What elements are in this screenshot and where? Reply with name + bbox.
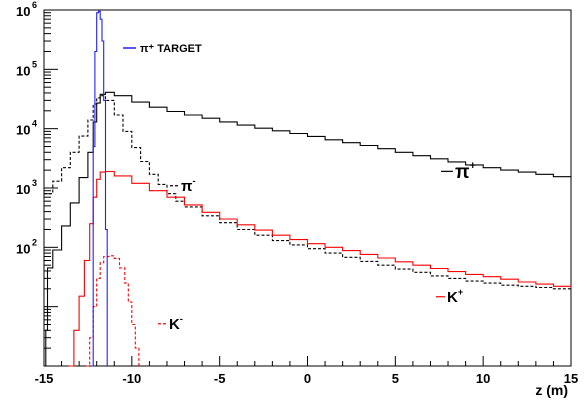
y-tick-exponent: 6	[32, 0, 37, 10]
series-label: K+	[447, 287, 463, 306]
x-axis-label: z (m)	[535, 382, 568, 398]
x-tick-label: 15	[564, 371, 578, 386]
y-tick-label: 10	[16, 63, 30, 78]
y-tick-label: 10	[16, 4, 30, 19]
y-tick-exponent: 2	[32, 237, 37, 247]
series-line	[68, 170, 572, 367]
series-line	[86, 255, 140, 367]
y-tick-label: 10	[16, 241, 30, 256]
y-tick-exponent: 3	[32, 178, 37, 188]
series-label: π+	[455, 160, 476, 183]
legend: π⁺ TARGET	[123, 43, 202, 55]
series-label-charge: +	[470, 160, 476, 172]
series-labels: π+π-K+K-	[158, 160, 476, 333]
x-tick-label: -5	[214, 371, 226, 386]
series-label: K-	[169, 314, 183, 333]
plot-area	[44, 10, 572, 367]
series-label-charge: +	[458, 287, 463, 297]
x-tick-label: 5	[392, 371, 399, 386]
y-tick-exponent: 5	[32, 59, 37, 69]
series-line	[44, 91, 572, 367]
y-tick-label: 10	[16, 123, 30, 138]
series-label-charge: -	[180, 314, 183, 324]
x-tick-label: 10	[476, 371, 490, 386]
x-tick-label: -10	[122, 371, 141, 386]
y-tick-exponent: 4	[32, 119, 37, 129]
y-tick-label: 10	[16, 182, 30, 197]
series-label-symbol: π	[455, 162, 470, 183]
series-line	[91, 10, 108, 367]
series-label-symbol: K	[169, 316, 180, 333]
series-line	[44, 95, 572, 291]
series-label-charge: -	[192, 176, 195, 186]
series-label-symbol: π	[181, 178, 193, 195]
series-label: π-	[181, 176, 195, 195]
series-label-symbol: K	[447, 289, 458, 306]
x-tick-label: -15	[35, 371, 54, 386]
legend-label: π⁺ TARGET	[140, 43, 202, 55]
plot-frame	[43, 9, 572, 367]
x-tick-label: 0	[304, 371, 311, 386]
